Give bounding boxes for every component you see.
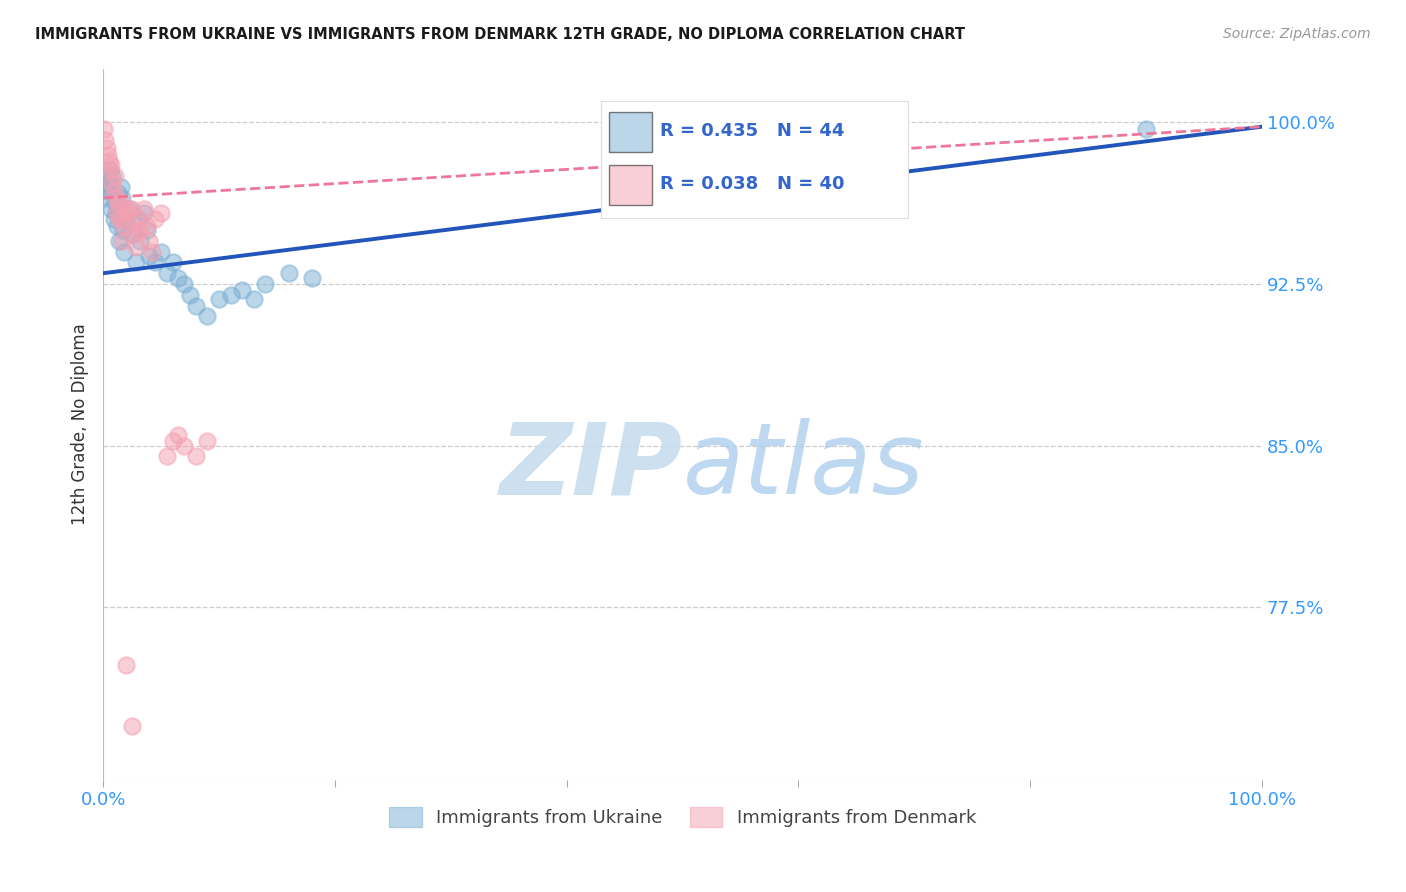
Text: IMMIGRANTS FROM UKRAINE VS IMMIGRANTS FROM DENMARK 12TH GRADE, NO DIPLOMA CORREL: IMMIGRANTS FROM UKRAINE VS IMMIGRANTS FR… bbox=[35, 27, 965, 42]
Point bbox=[104, 195, 127, 210]
Point bbox=[93, 121, 115, 136]
Point bbox=[97, 180, 120, 194]
Point bbox=[117, 202, 139, 216]
Point bbox=[97, 169, 120, 184]
Point bbox=[103, 185, 125, 199]
Text: ZIP: ZIP bbox=[499, 418, 682, 516]
Point bbox=[143, 212, 166, 227]
Point bbox=[108, 234, 131, 248]
Point bbox=[124, 255, 146, 269]
Point bbox=[141, 244, 163, 259]
Point bbox=[96, 141, 118, 155]
Point bbox=[104, 191, 127, 205]
Point bbox=[184, 299, 207, 313]
Point bbox=[136, 219, 159, 233]
Point bbox=[150, 206, 173, 220]
Point bbox=[277, 266, 299, 280]
Point bbox=[97, 147, 120, 161]
Point bbox=[121, 719, 143, 733]
Point bbox=[110, 195, 132, 210]
Point bbox=[1135, 121, 1157, 136]
Point bbox=[179, 287, 201, 301]
Point bbox=[127, 212, 149, 227]
Point bbox=[242, 292, 264, 306]
Point bbox=[219, 287, 242, 301]
Point bbox=[173, 439, 195, 453]
Point bbox=[121, 227, 143, 242]
Point bbox=[100, 159, 122, 173]
Point bbox=[156, 266, 179, 280]
Point bbox=[208, 292, 231, 306]
Point bbox=[94, 176, 117, 190]
Point bbox=[132, 206, 155, 220]
Point bbox=[117, 206, 139, 220]
Point bbox=[301, 270, 323, 285]
Point bbox=[197, 434, 219, 449]
Point bbox=[111, 223, 134, 237]
Point bbox=[112, 219, 135, 233]
Point bbox=[143, 255, 166, 269]
Point bbox=[101, 169, 124, 184]
Point bbox=[105, 219, 128, 233]
Point bbox=[98, 162, 121, 177]
Point bbox=[111, 234, 134, 248]
Point bbox=[162, 434, 184, 449]
Point bbox=[127, 212, 149, 227]
Point bbox=[173, 277, 195, 291]
Point bbox=[103, 212, 125, 227]
Point bbox=[104, 206, 127, 220]
Point bbox=[111, 212, 134, 227]
Point bbox=[121, 227, 143, 242]
Point bbox=[132, 202, 155, 216]
Point bbox=[197, 310, 219, 324]
Point bbox=[124, 240, 146, 254]
Point bbox=[254, 277, 277, 291]
Point bbox=[94, 133, 117, 147]
Point bbox=[138, 249, 160, 263]
Legend: Immigrants from Ukraine, Immigrants from Denmark: Immigrants from Ukraine, Immigrants from… bbox=[382, 800, 983, 835]
Point bbox=[129, 223, 152, 237]
Point bbox=[105, 206, 128, 220]
Point bbox=[115, 202, 138, 216]
Point bbox=[110, 180, 132, 194]
Point bbox=[107, 197, 129, 211]
Point bbox=[129, 234, 152, 248]
Point bbox=[107, 186, 129, 201]
Point bbox=[112, 244, 135, 259]
Point bbox=[167, 427, 190, 442]
Point bbox=[97, 154, 120, 169]
Point bbox=[111, 191, 134, 205]
Point bbox=[150, 244, 173, 259]
Point bbox=[162, 255, 184, 269]
Point bbox=[184, 450, 207, 464]
Point bbox=[104, 169, 127, 184]
Text: Source: ZipAtlas.com: Source: ZipAtlas.com bbox=[1223, 27, 1371, 41]
Point bbox=[101, 176, 124, 190]
Point bbox=[127, 223, 149, 237]
Y-axis label: 12th Grade, No Diploma: 12th Grade, No Diploma bbox=[72, 323, 89, 524]
Point bbox=[98, 162, 121, 177]
Text: atlas: atlas bbox=[682, 418, 924, 516]
Point bbox=[156, 450, 179, 464]
Point bbox=[100, 202, 122, 216]
Point bbox=[167, 270, 190, 285]
Point bbox=[108, 212, 131, 227]
Point bbox=[231, 284, 253, 298]
Point bbox=[96, 185, 118, 199]
Point bbox=[93, 191, 115, 205]
Point bbox=[115, 658, 138, 673]
Point bbox=[138, 234, 160, 248]
Point bbox=[115, 212, 138, 227]
Point bbox=[121, 202, 143, 216]
Point bbox=[136, 223, 159, 237]
